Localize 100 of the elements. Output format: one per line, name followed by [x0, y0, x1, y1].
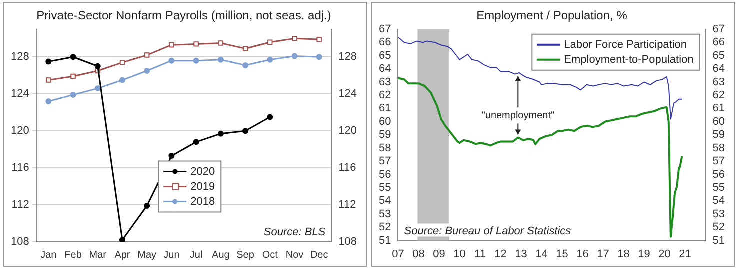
legend-label: 2018	[190, 196, 216, 208]
x-tick-label: Jan	[40, 250, 57, 261]
x-tick-label: 15	[556, 248, 568, 260]
point	[120, 60, 126, 66]
legend-label: Labor Force Participation	[564, 38, 688, 51]
y2-tick-label: 64	[712, 63, 726, 76]
y2-tick-label: 120	[338, 125, 358, 138]
point	[218, 130, 224, 137]
x-tick-label: 13	[515, 248, 528, 260]
y-tick-label: 63	[378, 76, 392, 88]
y2-tick-label: 61	[712, 102, 726, 115]
point	[193, 139, 200, 146]
y2-tick-label: 55	[712, 182, 726, 194]
point	[144, 202, 150, 209]
y-tick-label: 124	[10, 88, 30, 100]
x-tick-label: Apr	[114, 250, 131, 261]
point	[242, 46, 248, 52]
y-tick-label: 56	[378, 168, 392, 181]
annotation: "unemployment"	[482, 110, 555, 122]
y2-tick-label: 58	[712, 142, 726, 154]
y2-tick-label: 59	[712, 129, 726, 142]
x-tick-label: 17	[597, 248, 610, 260]
y2-tick-label: 60	[712, 116, 726, 128]
y2-tick-label: 51	[712, 234, 726, 247]
x-tick-label: May	[138, 250, 157, 261]
y-tick-label: 112	[12, 199, 30, 212]
x-tick-label: 19	[638, 248, 650, 260]
y2-tick-label: 108	[338, 236, 358, 248]
y-tick-label: 59	[378, 129, 392, 142]
point	[119, 77, 126, 84]
legend-label: 2019	[190, 180, 216, 193]
x-tick-label: 21	[679, 248, 692, 260]
x-tick-label: Jul	[190, 250, 203, 261]
y-tick-label: 116	[12, 162, 30, 174]
point	[194, 42, 199, 47]
y-tick-label: 120	[10, 125, 30, 138]
x-tick-label: Oct	[262, 250, 278, 261]
y2-tick-label: 62	[712, 89, 726, 102]
point	[119, 237, 126, 242]
x-tick-label: 20	[658, 248, 671, 260]
y2-tick-label: 128	[338, 51, 358, 64]
y-tick-label: 57	[378, 156, 392, 168]
point	[267, 56, 274, 63]
x-tick-label: 11	[474, 248, 486, 260]
y-tick-label: 62	[378, 89, 392, 102]
y-tick-label: 66	[378, 36, 392, 49]
x-tick-label: 09	[433, 248, 446, 260]
x-tick-label: Jun	[164, 250, 180, 261]
y-tick-label: 51	[378, 234, 392, 247]
x-tick-label: Feb	[64, 250, 82, 261]
point	[168, 58, 175, 64]
x-tick-label: Dec	[310, 250, 328, 261]
point	[144, 52, 150, 58]
y-tick-label: 64	[378, 63, 392, 76]
point	[267, 114, 274, 120]
point	[94, 63, 101, 70]
point	[94, 86, 101, 92]
x-tick-label: 12	[494, 248, 507, 260]
point	[292, 53, 298, 60]
y-tick-label: 52	[378, 222, 392, 234]
y2-tick-label: 116	[338, 162, 356, 174]
y2-tick-label: 52	[712, 222, 726, 234]
y2-tick-label: 112	[338, 199, 356, 212]
point	[70, 74, 76, 80]
point	[70, 54, 76, 60]
point	[218, 40, 224, 46]
y2-tick-label: 56	[712, 168, 726, 181]
point	[268, 40, 273, 45]
x-tick-label: Aug	[212, 250, 230, 261]
y2-tick-label: 124	[338, 88, 358, 100]
point	[242, 128, 249, 134]
y-tick-label: 108	[10, 236, 30, 248]
point	[46, 58, 52, 65]
x-tick-label: 14	[536, 248, 548, 260]
y2-tick-label: 65	[712, 50, 726, 62]
y-tick-label: 128	[10, 51, 30, 64]
point	[218, 56, 224, 63]
chart-title: Employment / Population, %	[476, 8, 628, 23]
y-tick-label: 53	[378, 208, 392, 220]
y-tick-label: 67	[378, 23, 392, 36]
point	[292, 36, 298, 42]
point	[46, 98, 52, 104]
y2-tick-label: 67	[712, 23, 726, 36]
x-tick-label: 18	[618, 248, 630, 260]
y-tick-label: 60	[378, 116, 392, 128]
point	[144, 68, 150, 74]
x-tick-label: 07	[392, 248, 404, 260]
annotation: Source: Bureau of Labor Statistics	[404, 225, 572, 238]
chart-title: Private-Sector Nonfarm Payrolls (million, not seas. adj.)	[36, 8, 332, 23]
point	[46, 78, 52, 83]
x-tick-label: Sep	[236, 250, 255, 261]
point	[169, 42, 174, 48]
point	[193, 58, 200, 64]
y-tick-label: 55	[378, 182, 392, 194]
legend-label: 2020	[190, 166, 216, 178]
x-tick-label: 10	[454, 248, 466, 260]
point	[242, 62, 249, 68]
x-tick-label: 08	[412, 248, 425, 260]
y2-tick-label: 63	[712, 76, 726, 88]
annotation: Source: BLS	[264, 226, 326, 239]
